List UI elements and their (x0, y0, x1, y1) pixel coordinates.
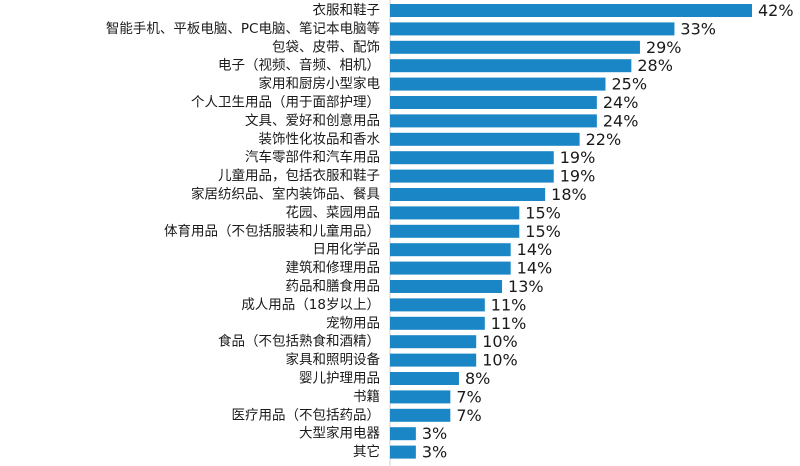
bar (390, 335, 477, 349)
value-label: 15% (525, 222, 561, 241)
category-label: 家居纺织品、室内装饰品、餐具 (191, 186, 380, 203)
bar (390, 353, 477, 367)
value-label: 11% (491, 314, 527, 333)
category-label: 体育用品（不包括服装和儿童用品） (164, 222, 380, 239)
value-label: 14% (517, 240, 553, 259)
value-label: 7% (456, 406, 481, 425)
category-label: 食品（不包括熟食和酒精） (218, 333, 380, 350)
bars-group (390, 4, 752, 459)
category-label: 文具、爱好和创意用品 (245, 112, 380, 129)
value-label: 13% (508, 277, 544, 296)
value-label: 10% (482, 332, 518, 351)
value-label: 22% (586, 130, 622, 149)
category-label: 衣服和鞋子 (313, 3, 381, 19)
value-label: 8% (465, 369, 490, 388)
value-label: 14% (517, 259, 553, 278)
category-labels-group: 衣服和鞋子智能手机、平板电脑、PC电脑、笔记本电脑等包袋、皮带、配饰电子（视频、… (106, 3, 381, 461)
category-label: 家用和厨房小型家电 (259, 75, 381, 92)
value-label: 3% (422, 424, 447, 443)
category-label: 日用化学品 (313, 242, 381, 258)
category-label: 电子（视频、音频、相机） (218, 57, 380, 74)
bar (390, 59, 632, 73)
category-label: 医疗用品（不包括药品） (232, 407, 381, 423)
value-label: 11% (491, 295, 527, 314)
category-label: 包袋、皮带、配饰 (272, 39, 380, 55)
value-label: 19% (560, 148, 596, 167)
bar (390, 298, 485, 312)
value-label: 19% (560, 167, 596, 186)
category-label: 大型家用电器 (299, 425, 380, 442)
value-label: 29% (646, 38, 682, 57)
bar (390, 445, 416, 459)
category-label: 花园、菜园用品 (286, 205, 381, 221)
value-label: 33% (680, 19, 716, 38)
value-label: 24% (603, 111, 639, 130)
category-label: 个人卫生用品（用于面部护理） (191, 95, 380, 111)
value-label: 42% (758, 1, 794, 20)
bar (390, 77, 606, 91)
value-label: 15% (525, 203, 561, 222)
category-label: 建筑和修理用品 (286, 260, 381, 276)
bar (390, 427, 416, 441)
bar (390, 224, 520, 238)
value-label: 10% (482, 351, 518, 370)
category-label: 其它 (353, 443, 380, 460)
bar (390, 40, 640, 54)
value-label: 25% (611, 75, 647, 94)
category-label: 药品和膳食用品 (286, 278, 381, 295)
value-labels-group: 42%33%29%28%25%24%24%22%19%19%18%15%15%1… (422, 1, 794, 462)
bar (390, 280, 503, 293)
bar (390, 243, 511, 257)
bar (390, 169, 554, 183)
category-label: 婴儿护理用品 (299, 371, 380, 387)
category-label: 家具和照明设备 (286, 351, 381, 368)
bar (390, 316, 485, 330)
bar (390, 132, 580, 146)
category-label: 儿童用品，包括衣服和鞋子 (218, 167, 380, 184)
bar (390, 188, 546, 201)
value-label: 24% (603, 93, 639, 112)
bar (390, 4, 752, 17)
bar (390, 372, 459, 385)
category-label: 装饰性化妆品和香水 (259, 131, 381, 147)
category-label: 宠物用品 (326, 315, 380, 331)
category-label: 汽车零部件和汽车用品 (245, 149, 380, 166)
category-label: 书籍 (353, 388, 380, 405)
value-label: 3% (422, 443, 447, 462)
bar (390, 408, 451, 422)
bar (390, 261, 511, 275)
bar (390, 114, 597, 128)
category-label: 成人用品（18岁以上） (241, 297, 380, 313)
bar (390, 96, 597, 109)
bar (390, 22, 675, 36)
value-label: 7% (456, 387, 481, 406)
bar (390, 151, 554, 165)
value-label: 28% (637, 56, 673, 75)
category-label: 智能手机、平板电脑、PC电脑、笔记本电脑等 (106, 20, 380, 37)
value-label: 18% (551, 185, 587, 204)
bar (390, 206, 520, 220)
bar (390, 390, 451, 404)
